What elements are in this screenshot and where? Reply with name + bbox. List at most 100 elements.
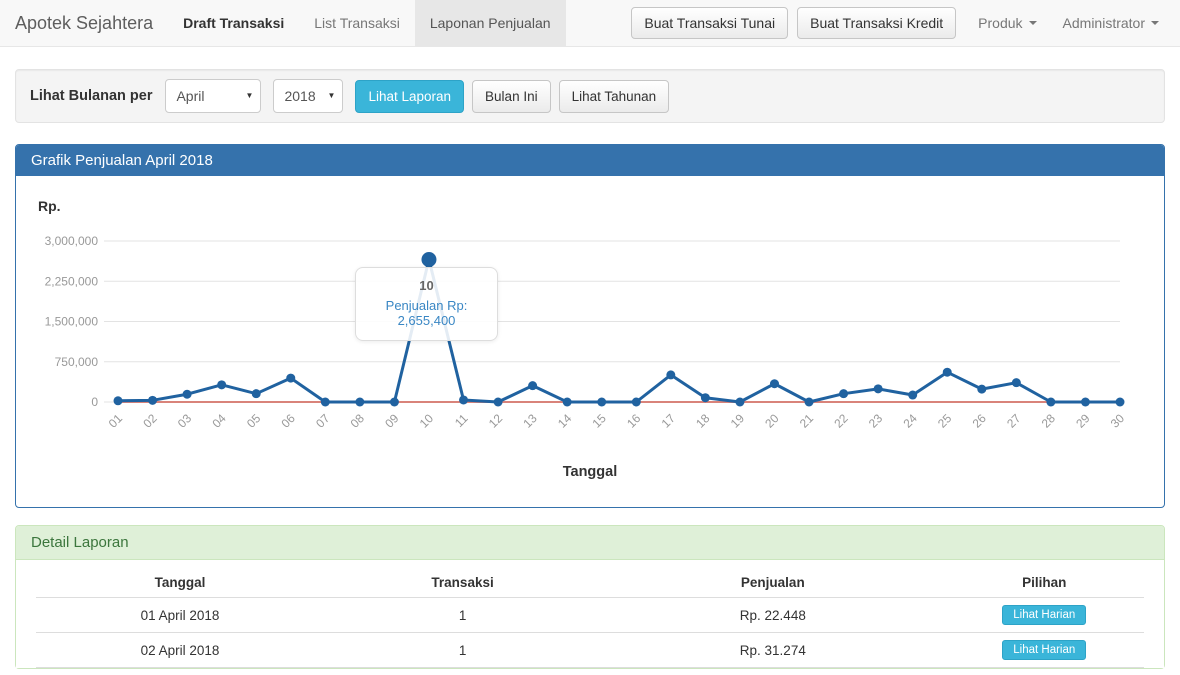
col-header-pilihan: Pilihan <box>944 568 1144 598</box>
chart-point[interactable] <box>493 397 503 407</box>
navbar-right-group: Buat Transaksi Tunai Buat Transaksi Kred… <box>631 0 1180 46</box>
daily-report-table: Tanggal Transaksi Penjualan Pilihan 01 A… <box>36 568 1144 668</box>
x-tick-label: 07 <box>313 411 333 431</box>
chart-point[interactable] <box>562 397 572 407</box>
x-tick-label: 06 <box>279 411 299 431</box>
col-header-tanggal: Tanggal <box>36 568 325 598</box>
chart-point[interactable] <box>251 389 261 399</box>
y-axis-title: Rp. <box>38 198 61 214</box>
chart-point[interactable] <box>355 397 365 407</box>
x-tick-label: 13 <box>520 411 540 431</box>
x-tick-label: 23 <box>866 411 886 431</box>
x-tick-label: 12 <box>486 411 506 431</box>
x-tick-label: 02 <box>140 411 160 431</box>
chart-point[interactable] <box>320 397 330 407</box>
x-tick-label: 27 <box>1004 411 1024 431</box>
cell-tanggal: 02 April 2018 <box>36 632 325 668</box>
chart-point[interactable] <box>389 397 399 407</box>
table-row: 01 April 2018 1 Rp. 22.448 Lihat Harian <box>36 597 1144 633</box>
chart-point[interactable] <box>182 389 192 399</box>
chart-point[interactable] <box>459 395 469 405</box>
y-tick-label: 750,000 <box>55 355 99 369</box>
y-tick-label: 3,000,000 <box>45 234 99 248</box>
x-tick-label: 08 <box>348 411 368 431</box>
produk-dropdown-label: Produk <box>978 15 1023 31</box>
chart-point[interactable] <box>1080 397 1090 407</box>
lihat-laporan-button[interactable]: Lihat Laporan <box>355 79 465 113</box>
sales-chart-panel: Grafik Penjualan April 2018 Rp. 0 750,000… <box>15 144 1165 508</box>
produk-dropdown[interactable]: Produk <box>965 0 1049 46</box>
chart-panel-title: Grafik Penjualan April 2018 <box>16 145 1164 176</box>
col-header-penjualan: Penjualan <box>601 568 945 598</box>
x-tick-label: 18 <box>693 411 713 431</box>
chart-panel-body: Rp. 0 750,000 1,500,000 2,250,000 3,000,000 0… <box>16 176 1164 507</box>
chart-point[interactable] <box>597 397 607 407</box>
year-select[interactable]: 2018 <box>273 79 344 113</box>
chart-point[interactable] <box>666 370 676 380</box>
x-tick-label: 05 <box>244 411 264 431</box>
caret-down-icon <box>1028 21 1037 25</box>
chart-point[interactable] <box>1046 397 1056 407</box>
chart-point[interactable] <box>421 251 437 267</box>
brand-title[interactable]: Apotek Sejahtera <box>15 13 154 33</box>
chart-point[interactable] <box>700 393 710 403</box>
year-select-wrap: 2018 ▼ <box>273 79 344 113</box>
cell-transaksi: 1 <box>324 632 602 668</box>
detail-panel-body: Tanggal Transaksi Penjualan Pilihan 01 A… <box>16 560 1164 668</box>
x-tick-label: 09 <box>382 411 402 431</box>
chart-point[interactable] <box>804 397 814 407</box>
chart-point[interactable] <box>769 379 779 389</box>
chart-point[interactable] <box>839 389 849 399</box>
x-tick-label: 30 <box>1108 411 1128 431</box>
chart-point[interactable] <box>631 397 641 407</box>
chart-point[interactable] <box>1011 378 1021 388</box>
chart-point[interactable] <box>1115 397 1125 407</box>
x-tick-label: 04 <box>209 411 229 431</box>
chart-point[interactable] <box>977 384 987 394</box>
chart-tooltip-value: Penjualan Rp: 2,655,400 <box>385 298 468 328</box>
table-header-row: Tanggal Transaksi Penjualan Pilihan <box>36 568 1144 598</box>
chart-tooltip: 10 Penjualan Rp: 2,655,400 <box>355 267 498 341</box>
month-select-wrap: April ▼ <box>165 79 262 113</box>
x-tick-label: 01 <box>106 411 126 431</box>
administrator-dropdown[interactable]: Administrator <box>1050 0 1172 46</box>
x-tick-label: 26 <box>970 411 990 431</box>
x-tick-label: 10 <box>417 411 437 431</box>
report-filter-bar: Lihat Bulanan per April ▼ 2018 ▼ Lihat L… <box>15 69 1165 123</box>
x-tick-label: 21 <box>797 411 817 431</box>
cell-penjualan: Rp. 31.274 <box>601 632 945 668</box>
chart-point[interactable] <box>942 367 952 377</box>
x-tick-label: 20 <box>762 411 782 431</box>
nav-item-draft-transaksi[interactable]: Draft Transaksi <box>183 15 285 31</box>
buat-transaksi-kredit-button[interactable]: Buat Transaksi Kredit <box>797 7 957 39</box>
filter-label: Lihat Bulanan per <box>30 88 153 104</box>
bulan-ini-button[interactable]: Bulan Ini <box>472 79 551 113</box>
nav-item-laporan-penjualan[interactable]: Laponan Penjualan <box>414 0 566 46</box>
x-tick-label: 11 <box>452 411 471 430</box>
detail-laporan-panel: Detail Laporan Tanggal Transaksi Penjual… <box>15 525 1165 669</box>
chart-point[interactable] <box>286 373 296 383</box>
cell-tanggal: 01 April 2018 <box>36 597 325 633</box>
chart-point[interactable] <box>908 390 918 400</box>
y-tick-label: 1,500,000 <box>45 315 99 329</box>
buat-transaksi-tunai-button[interactable]: Buat Transaksi Tunai <box>631 7 789 39</box>
month-select[interactable]: April <box>165 79 262 113</box>
chart-point[interactable] <box>735 397 745 407</box>
chart-point[interactable] <box>528 381 538 391</box>
x-tick-label: 24 <box>900 411 920 431</box>
cell-transaksi: 1 <box>324 597 602 633</box>
chart-line-Penjualan <box>117 257 1120 404</box>
lihat-tahunan-button[interactable]: Lihat Tahunan <box>558 79 670 113</box>
lihat-harian-button[interactable]: Lihat Harian <box>1002 640 1087 660</box>
y-tick-label: 2,250,000 <box>45 274 99 288</box>
x-tick-label: 22 <box>831 411 851 431</box>
x-tick-label: 17 <box>659 411 679 431</box>
x-tick-label: 14 <box>555 411 575 431</box>
lihat-harian-button[interactable]: Lihat Harian <box>1002 605 1087 625</box>
nav-item-list-transaksi[interactable]: List Transaksi <box>314 15 400 31</box>
chart-point[interactable] <box>217 380 227 390</box>
chart-point[interactable] <box>113 396 123 406</box>
chart-point[interactable] <box>873 384 883 394</box>
detail-panel-title: Detail Laporan <box>16 526 1164 560</box>
chart-point[interactable] <box>148 395 158 405</box>
